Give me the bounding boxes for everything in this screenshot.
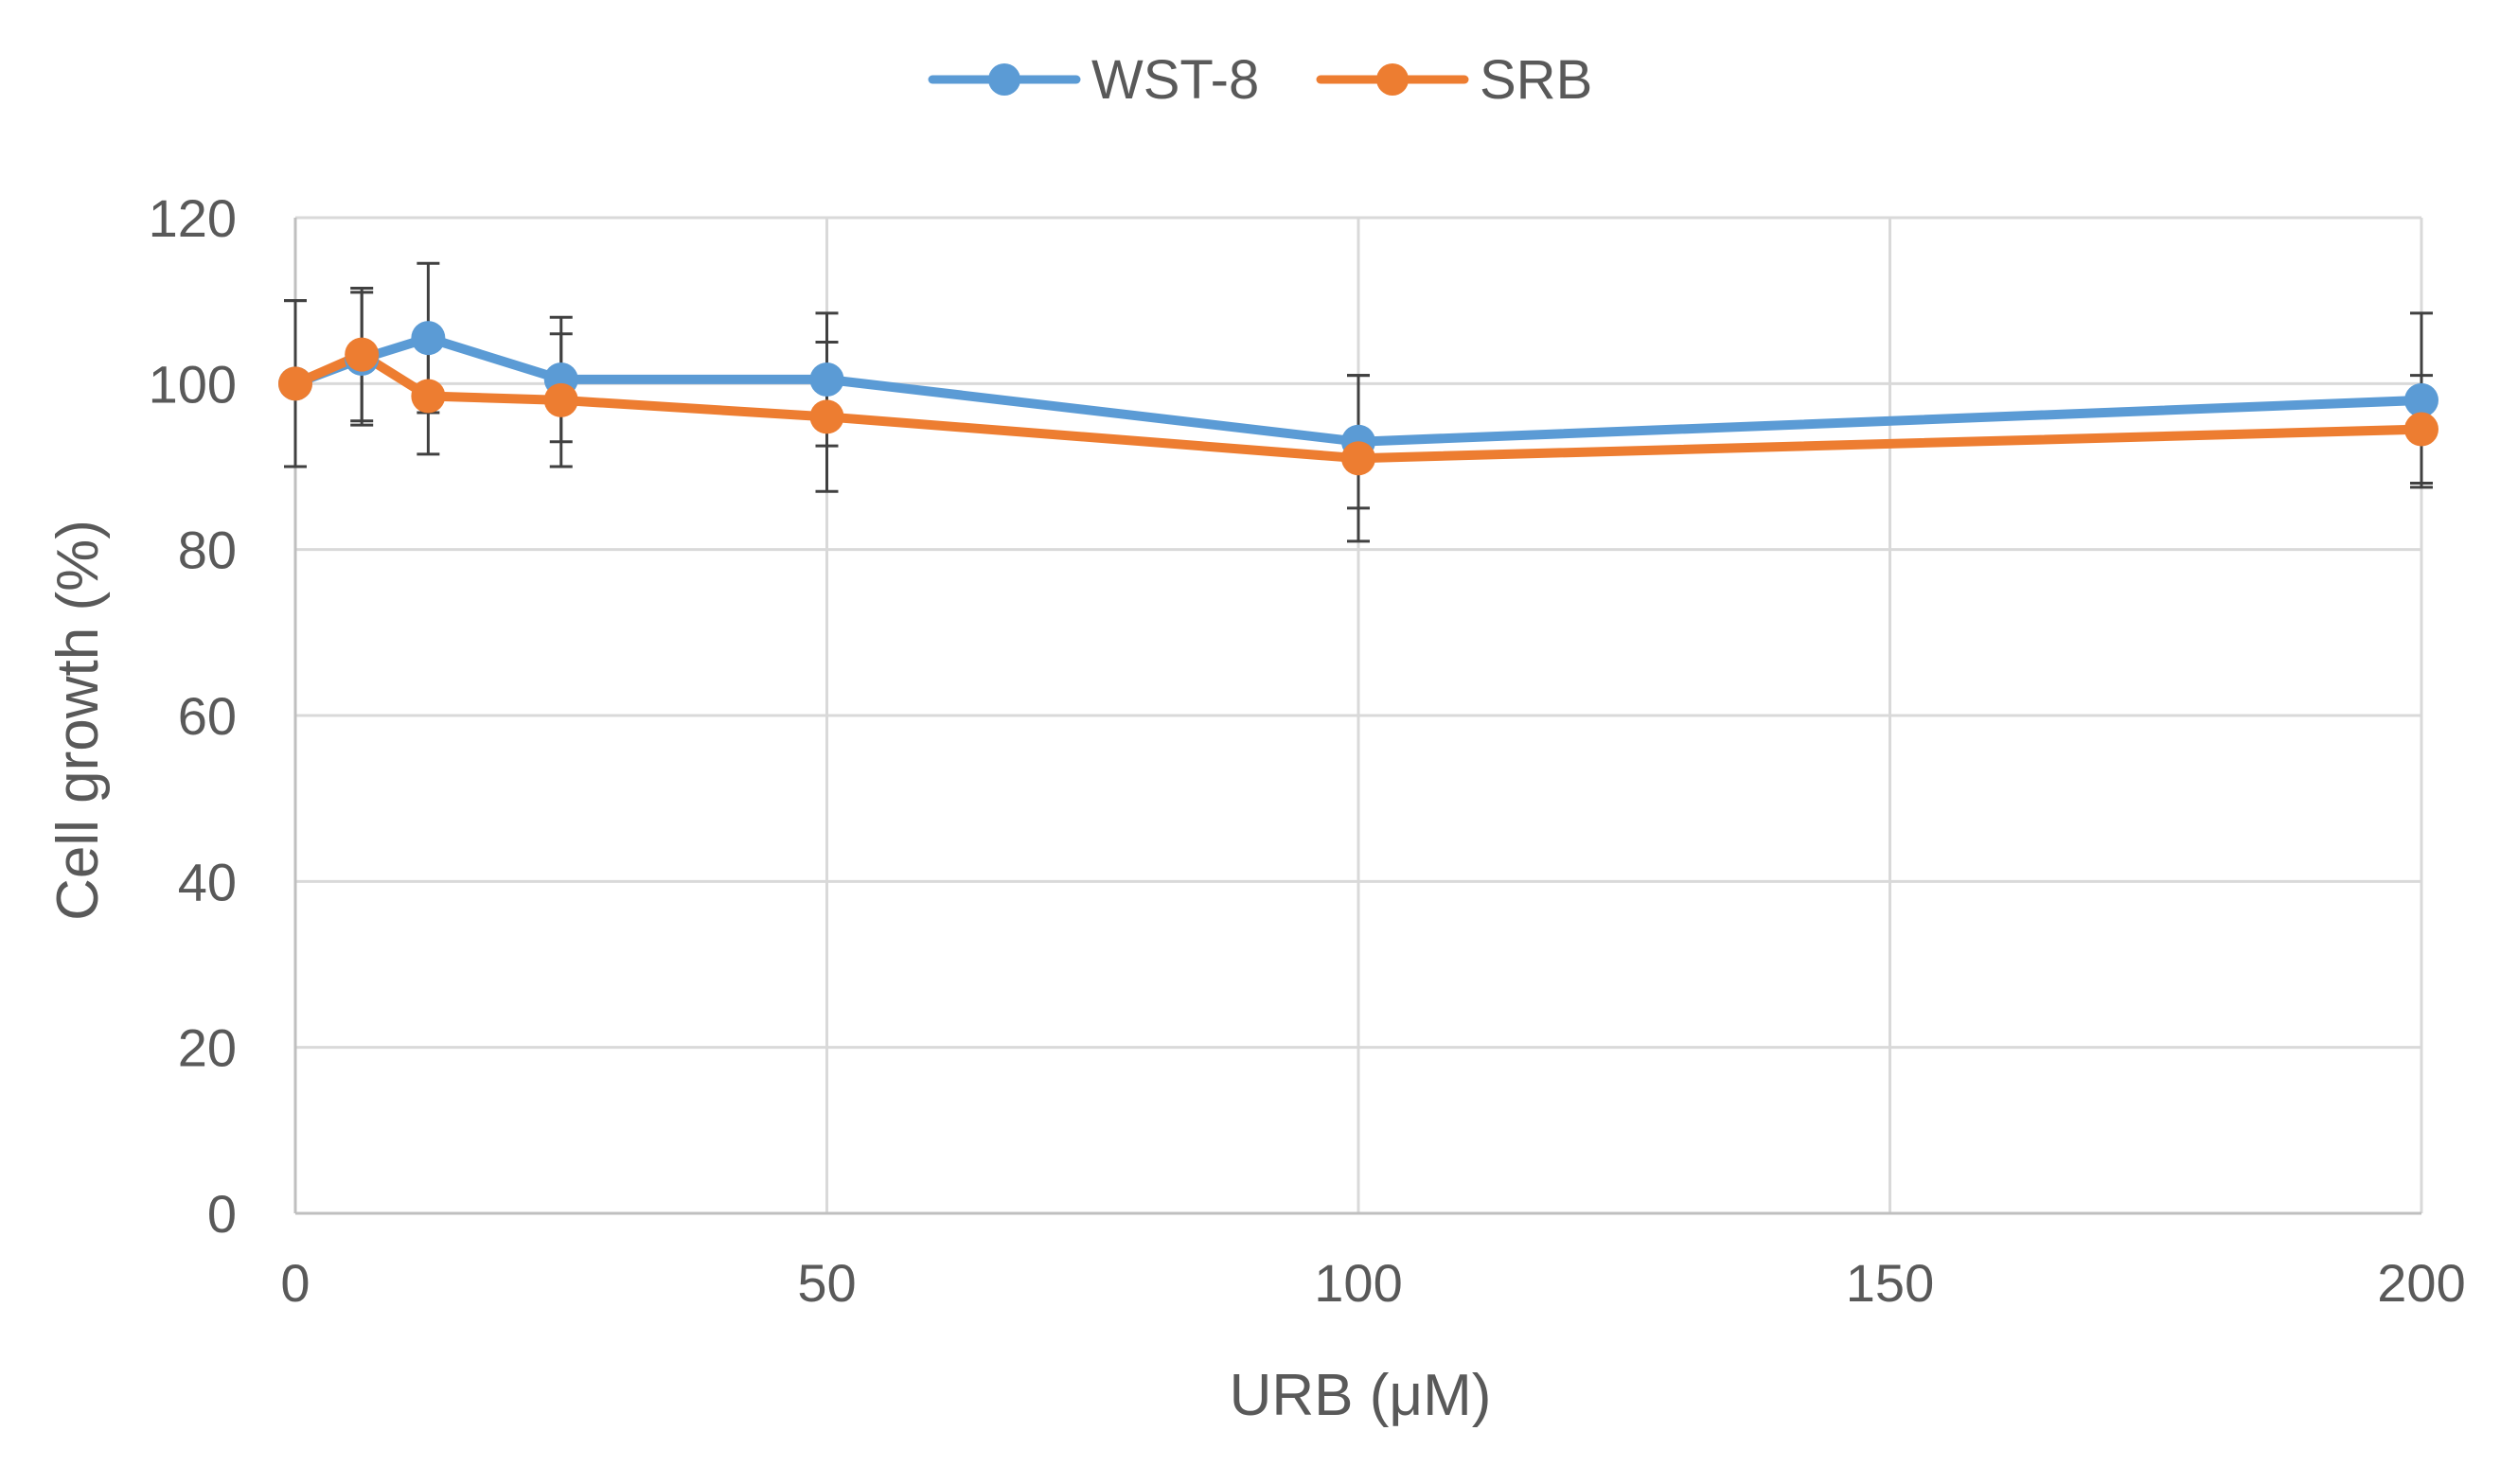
data-point-srb-2 (411, 379, 446, 414)
y-tick-label-0: 0 (207, 1184, 237, 1244)
data-point-wst-8-2 (411, 321, 446, 356)
x-tick-label-100: 100 (1314, 1253, 1402, 1313)
legend-marker-wst-8 (988, 63, 1020, 96)
legend-item-srb: SRB (1316, 49, 1592, 111)
data-point-srb-0 (278, 366, 312, 401)
data-point-srb-5 (1341, 441, 1375, 476)
data-point-wst-8-4 (809, 362, 844, 397)
legend: WST-8 SRB (928, 49, 1592, 111)
y-tick-label-40: 40 (178, 852, 237, 911)
y-tick-label-120: 120 (149, 188, 237, 248)
x-tick-label-0: 0 (280, 1253, 310, 1313)
data-points (278, 321, 2438, 476)
data-point-srb-6 (2404, 412, 2438, 447)
data-point-srb-1 (345, 337, 380, 372)
y-tick-label-80: 80 (178, 521, 237, 580)
y-axis-title: Cell growth (%) (45, 520, 111, 921)
data-point-srb-4 (809, 399, 844, 434)
y-tick-label-60: 60 (178, 686, 237, 746)
y-tick-label-100: 100 (149, 354, 237, 414)
x-tick-label-200: 200 (2377, 1253, 2465, 1313)
legend-label-srb: SRB (1480, 49, 1592, 111)
tick-labels: 0 20 40 60 80 100 120 0 50 100 150 200 (149, 188, 2466, 1313)
legend-label-wst-8: WST-8 (1091, 49, 1259, 111)
legend-item-wst-8: WST-8 (928, 49, 1259, 111)
data-point-wst-8-6 (2404, 382, 2438, 417)
legend-marker-srb (1376, 63, 1409, 96)
x-tick-label-150: 150 (1846, 1253, 1934, 1313)
x-tick-label-50: 50 (797, 1253, 856, 1313)
x-axis-title: URB (μM) (1230, 1363, 1492, 1428)
data-point-srb-3 (543, 382, 578, 417)
gridlines (293, 216, 2423, 1213)
y-tick-label-20: 20 (178, 1018, 237, 1078)
